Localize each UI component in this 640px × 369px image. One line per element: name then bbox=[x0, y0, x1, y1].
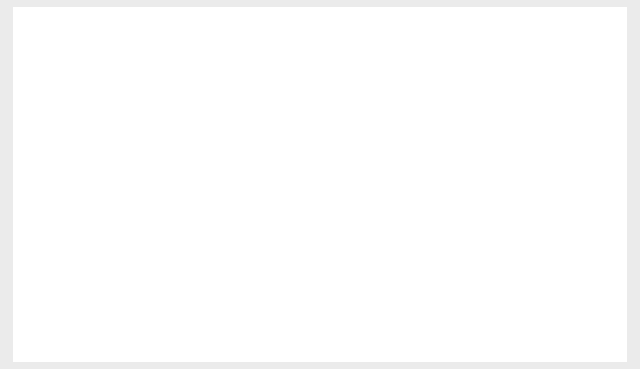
Bar bbox=[498, 125, 514, 338]
Bar bbox=[473, 109, 489, 338]
Title: Consumo de lechosa per cápita por año: Consumo de lechosa per cápita por año bbox=[196, 17, 472, 31]
Bar bbox=[424, 87, 440, 338]
Bar bbox=[301, 119, 317, 338]
Bar bbox=[351, 119, 367, 338]
Bar bbox=[277, 141, 293, 338]
Legend: Consumo (kg): Consumo (kg) bbox=[51, 48, 173, 71]
Bar bbox=[399, 115, 415, 338]
Bar bbox=[375, 100, 391, 338]
Bar bbox=[228, 141, 244, 338]
Bar bbox=[253, 160, 268, 338]
Bar bbox=[449, 96, 465, 338]
Bar bbox=[326, 128, 342, 338]
